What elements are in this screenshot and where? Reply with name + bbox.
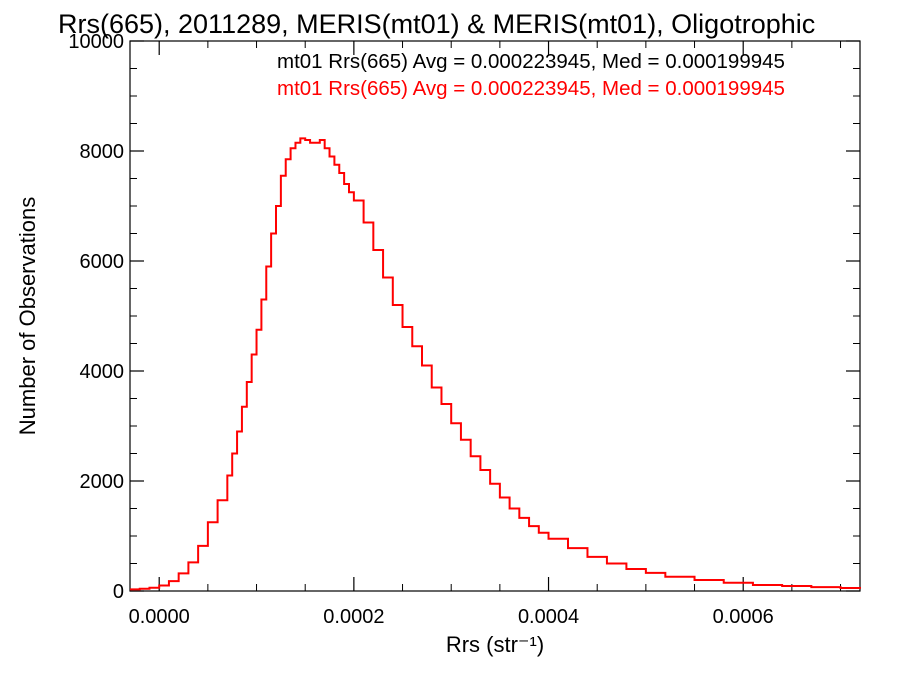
y-tick-label: 0 — [113, 581, 124, 603]
plot-frame — [129, 40, 861, 592]
series-layer — [130, 137, 861, 591]
x-tick-label: 0.0000 — [129, 606, 190, 628]
x-tick-label: 0.0002 — [323, 606, 384, 628]
x-axis: 0.0000 0.0002 0.0004 0.0006 — [129, 41, 842, 628]
annotation-black: mt01 Rrs(665) Avg = 0.000223945, Med = 0… — [277, 50, 785, 73]
x-tick-label: 0.0006 — [713, 606, 774, 628]
chart-title: Rrs(665), 2011289, MERIS(mt01) & MERIS(m… — [58, 9, 815, 39]
y-axis-label: Number of Observations — [15, 197, 40, 435]
y-axis: 0 2000 4000 6000 8000 10000 — [68, 31, 860, 603]
annotation-red: mt01 Rrs(665) Avg = 0.000223945, Med = 0… — [277, 77, 785, 100]
y-tick-label: 10000 — [68, 31, 124, 53]
y-tick-label: 8000 — [80, 141, 125, 163]
x-tick-label: 0.0004 — [518, 606, 579, 628]
y-tick-label: 4000 — [80, 361, 125, 383]
y-tick-label: 6000 — [80, 251, 125, 273]
y-tick-label: 2000 — [80, 471, 125, 493]
x-axis-label: Rrs (str⁻¹) — [446, 632, 544, 657]
histogram-series-line — [130, 137, 861, 591]
